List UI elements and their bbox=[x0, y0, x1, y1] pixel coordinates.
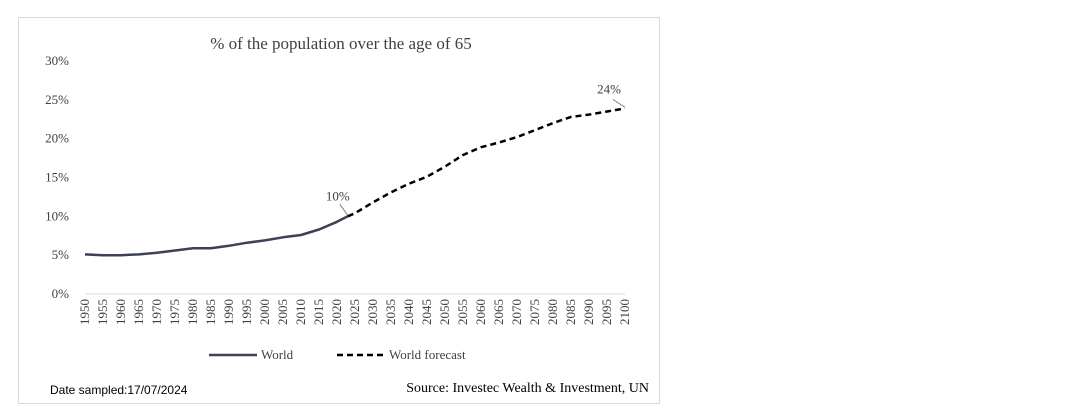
legend-world-label: World bbox=[261, 347, 294, 362]
x-tick-label: 2070 bbox=[509, 299, 524, 325]
x-tick-label: 2025 bbox=[347, 299, 362, 325]
x-tick-label: 1995 bbox=[239, 299, 254, 325]
annotation-layer: 10% 24% bbox=[326, 81, 626, 216]
x-tick-label: 1960 bbox=[113, 299, 128, 325]
y-tick-label: 5% bbox=[52, 247, 70, 262]
x-tick-label: 1950 bbox=[77, 299, 92, 325]
x-tick-label: 2060 bbox=[473, 299, 488, 325]
x-tick-label: 1970 bbox=[149, 299, 164, 325]
x-tick-label: 1980 bbox=[185, 299, 200, 325]
annotation-leader bbox=[612, 98, 626, 108]
x-tick-label: 2065 bbox=[491, 299, 506, 325]
series-world-line bbox=[84, 215, 349, 257]
x-tick-label: 1965 bbox=[131, 299, 146, 325]
annotation-label: 10% bbox=[326, 188, 350, 203]
legend: World World forecast bbox=[209, 347, 466, 362]
x-axis: 1950 1955 1960 1965 1970 1975 1980 1985 1990 1995… bbox=[77, 293, 632, 325]
source-note: Source: Investec Wealth & Investment, UN bbox=[406, 381, 649, 396]
annotation-label: 24% bbox=[597, 81, 621, 96]
y-tick-label: 15% bbox=[45, 170, 69, 185]
x-tick-label: 2030 bbox=[365, 299, 380, 325]
y-tick-label: 10% bbox=[45, 208, 69, 223]
x-tick-label: 2095 bbox=[599, 299, 614, 325]
x-tick-label: 2075 bbox=[527, 299, 542, 325]
x-tick-label: 2045 bbox=[419, 299, 434, 325]
x-tick-label: 1955 bbox=[95, 299, 110, 325]
y-tick-label: 30% bbox=[45, 53, 69, 68]
x-tick-label: 2055 bbox=[455, 299, 470, 325]
y-tick-label: 20% bbox=[45, 131, 69, 146]
y-tick-label: 0% bbox=[52, 286, 70, 301]
x-tick-label: 2050 bbox=[437, 299, 452, 325]
x-tick-label: 2005 bbox=[275, 299, 290, 325]
x-tick-label: 1975 bbox=[167, 299, 182, 325]
series-layer bbox=[84, 107, 626, 257]
population-chart: % of the population over the age of 65 0… bbox=[45, 34, 632, 362]
y-tick-label: 25% bbox=[45, 92, 69, 107]
x-tick-label: 2100 bbox=[617, 299, 632, 325]
x-tick-label: 2085 bbox=[563, 299, 578, 325]
chart-title: % of the population over the age of 65 bbox=[210, 34, 472, 53]
x-tick-label: 2090 bbox=[581, 299, 596, 325]
x-tick-label: 2000 bbox=[257, 299, 272, 325]
x-tick-label: 2015 bbox=[311, 299, 326, 325]
x-tick-label: 2020 bbox=[329, 299, 344, 325]
x-tick-label: 2040 bbox=[401, 299, 416, 325]
legend-forecast-label: World forecast bbox=[389, 347, 466, 362]
x-tick-label: 2010 bbox=[293, 299, 308, 325]
y-axis: 0% 5% 10% 15% 20% 25% 30% bbox=[45, 53, 69, 301]
date-sampled: Date sampled:17/07/2024 bbox=[50, 383, 188, 397]
x-tick-label: 2080 bbox=[545, 299, 560, 325]
series-world-forecast-line bbox=[347, 107, 626, 218]
x-tick-label: 1985 bbox=[203, 299, 218, 325]
chart-frame: % of the population over the age of 65 0… bbox=[18, 17, 660, 404]
annotation-leader bbox=[339, 204, 349, 216]
x-tick-label: 2035 bbox=[383, 299, 398, 325]
x-tick-label: 1990 bbox=[221, 299, 236, 325]
